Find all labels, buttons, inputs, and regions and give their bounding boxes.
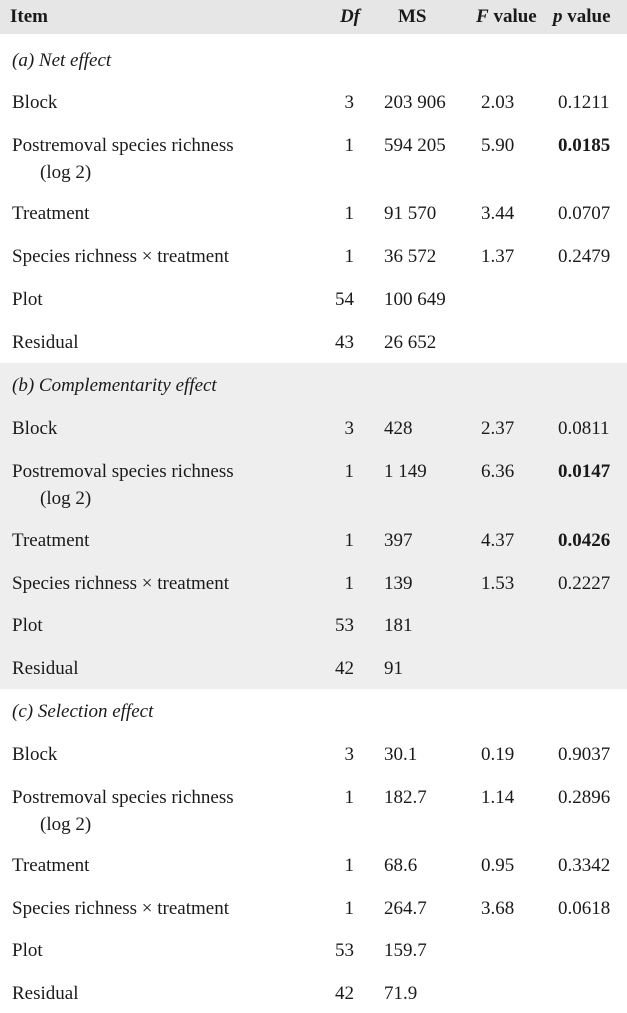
row-ms: 26 652 — [384, 332, 437, 353]
row-p: 0.0618 — [558, 898, 611, 919]
row-item: Species richness × treatment — [12, 246, 230, 267]
header-p-word: value — [562, 6, 611, 27]
row-df: 43 — [335, 332, 354, 353]
row-item-continuation: (log 2) — [40, 814, 92, 835]
row-f: 0.19 — [481, 744, 515, 765]
header-f-value: F value — [476, 5, 537, 29]
row-ms: 182.7 — [384, 787, 427, 808]
row-f: 2.03 — [481, 92, 515, 113]
row-df: 53 — [335, 940, 354, 961]
row-item: Residual — [12, 332, 79, 353]
section-b-band — [0, 363, 627, 689]
row-item: Species richness × treatment — [12, 898, 230, 919]
section-title-complementarity-effect: (b) Complementarity effect — [12, 375, 217, 396]
row-item-continuation: (log 2) — [40, 488, 92, 509]
row-item: Block — [12, 92, 58, 113]
row-p: 0.2479 — [558, 246, 611, 267]
row-item: Residual — [12, 983, 79, 1004]
row-item: Treatment — [12, 530, 90, 551]
header-p-value: p value — [553, 5, 611, 29]
row-item: Plot — [12, 615, 43, 636]
row-ms: 68.6 — [384, 855, 418, 876]
row-item: Postremoval species richness — [12, 787, 234, 808]
row-df: 1 — [344, 898, 355, 919]
row-p: 0.0707 — [558, 203, 611, 224]
row-p: 0.2227 — [558, 573, 611, 594]
row-item: Postremoval species richness — [12, 461, 234, 482]
row-item: Species richness × treatment — [12, 573, 230, 594]
row-p-significant: 0.0185 — [558, 135, 611, 156]
row-df: 54 — [335, 289, 354, 310]
row-p: 0.1211 — [558, 92, 610, 113]
row-df: 53 — [335, 615, 354, 636]
row-item: Postremoval species richness — [12, 135, 234, 156]
row-f: 0.95 — [481, 855, 515, 876]
row-df: 1 — [344, 246, 355, 267]
row-item: Residual — [12, 658, 79, 679]
row-df: 42 — [335, 983, 354, 1004]
row-ms: 71.9 — [384, 983, 418, 1004]
row-item: Treatment — [12, 203, 90, 224]
row-df: 1 — [344, 855, 355, 876]
row-ms: 139 — [384, 573, 413, 594]
row-df: 1 — [344, 787, 355, 808]
row-ms: 100 649 — [384, 289, 446, 310]
row-ms: 159.7 — [384, 940, 427, 961]
row-df: 1 — [344, 203, 355, 224]
row-df: 3 — [344, 744, 355, 765]
row-item: Plot — [12, 289, 43, 310]
row-item: Block — [12, 744, 58, 765]
row-f: 5.90 — [481, 135, 515, 156]
row-df: 3 — [344, 418, 355, 439]
row-ms: 1 149 — [384, 461, 427, 482]
row-ms: 203 906 — [384, 92, 446, 113]
row-ms: 91 — [384, 658, 403, 679]
section-title-selection-effect: (c) Selection effect — [12, 701, 154, 722]
header-item: Item — [10, 6, 48, 27]
row-ms: 91 570 — [384, 203, 437, 224]
header-f-symbol: F — [476, 6, 489, 27]
table-header-bar — [0, 0, 627, 34]
row-ms: 594 205 — [384, 135, 446, 156]
row-item: Plot — [12, 940, 43, 961]
row-f: 1.37 — [481, 246, 515, 267]
header-f-word: value — [488, 6, 537, 27]
row-ms: 36 572 — [384, 246, 437, 267]
row-f: 3.44 — [481, 203, 515, 224]
row-p-significant: 0.0147 — [558, 461, 611, 482]
row-ms: 397 — [384, 530, 413, 551]
row-df: 1 — [344, 461, 355, 482]
row-df: 1 — [344, 573, 355, 594]
row-p: 0.2896 — [558, 787, 611, 808]
row-f: 2.37 — [481, 418, 515, 439]
row-f: 6.36 — [481, 461, 515, 482]
header-ms: MS — [398, 6, 427, 27]
row-df: 1 — [344, 135, 355, 156]
header-p-symbol: p — [553, 6, 563, 27]
header-df: Df — [339, 6, 360, 27]
section-title-net-effect: (a) Net effect — [12, 50, 112, 71]
row-p-significant: 0.0426 — [558, 530, 611, 551]
row-f: 1.14 — [481, 787, 515, 808]
row-item: Block — [12, 418, 58, 439]
row-p: 0.0811 — [558, 418, 610, 439]
row-item: Treatment — [12, 855, 90, 876]
row-df: 1 — [344, 530, 355, 551]
row-ms: 181 — [384, 615, 413, 636]
row-ms: 428 — [384, 418, 413, 439]
row-p: 0.3342 — [558, 855, 611, 876]
row-p: 0.9037 — [558, 744, 611, 765]
row-ms: 264.7 — [384, 898, 427, 919]
row-item-continuation: (log 2) — [40, 162, 92, 183]
row-f: 1.53 — [481, 573, 515, 594]
row-ms: 30.1 — [384, 744, 418, 765]
row-df: 42 — [335, 658, 354, 679]
row-f: 3.68 — [481, 898, 515, 919]
row-f: 4.37 — [481, 530, 515, 551]
row-df: 3 — [344, 92, 355, 113]
